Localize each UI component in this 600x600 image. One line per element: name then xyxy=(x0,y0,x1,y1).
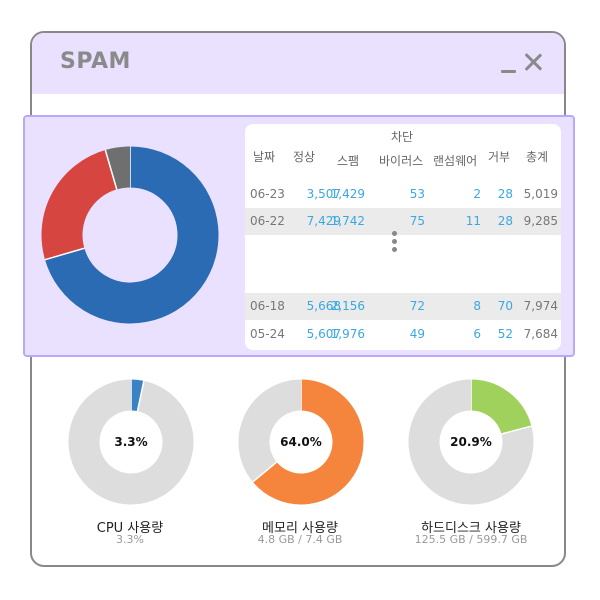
cpu-donut-chart: 3.3% xyxy=(68,379,194,505)
disk-gauge-label: 하드디스크 사용량 xyxy=(421,521,521,536)
table-row: 05-24 5,607 1,976 49 6 52 7,684 xyxy=(245,321,561,348)
spam-summary-panel: 날짜 정상 차단 스팸 바이러스 랜섬웨어 거부 총계 06-23 3,507 … xyxy=(23,115,575,357)
memory-gauge-label: 메모리 사용량 xyxy=(262,521,338,536)
cell-spam: 2,156 xyxy=(330,299,365,313)
table-row: 06-22 7,429 1,742 75 11 28 9,285 xyxy=(245,208,561,235)
cell-total: 7,974 xyxy=(523,299,558,313)
donut-slice-1 xyxy=(68,379,194,505)
slice-separator-1 xyxy=(44,247,85,261)
cell-ransomware: 11 xyxy=(465,214,481,228)
donut-slice-1 xyxy=(238,379,302,482)
donut-slice-0 xyxy=(45,146,219,324)
disk-percent-label: 20.9% xyxy=(450,435,492,449)
header-block: 차단 xyxy=(391,130,414,144)
disk-gauge-value: 125.5 GB / 599.7 GB xyxy=(414,533,528,546)
header-normal: 정상 xyxy=(293,150,316,164)
slice-separator-2 xyxy=(104,149,118,190)
disk-donut-chart: 20.9% xyxy=(408,379,534,505)
memory-donut-chart: 64.0% xyxy=(238,379,364,505)
table-row: 06-18 5,668 2,156 72 8 70 7,974 xyxy=(245,293,561,320)
cell-date: 06-22 xyxy=(250,214,285,228)
header-ransomware: 랜섬웨어 xyxy=(433,154,478,168)
donut-slice-0 xyxy=(470,379,532,435)
cell-reject: 52 xyxy=(497,327,513,341)
donut-slice-0 xyxy=(252,379,364,505)
cell-normal: 5,607 xyxy=(306,327,341,341)
cell-date: 06-18 xyxy=(250,299,285,313)
cpu-gauge-value: 3.3% xyxy=(116,533,144,546)
title-bar: SPAM xyxy=(32,33,564,94)
cell-total: 5,019 xyxy=(523,187,558,201)
cell-normal: 3,507 xyxy=(306,187,341,201)
donut-slice-1 xyxy=(408,379,534,505)
header-virus: 바이러스 xyxy=(379,154,424,168)
cell-total: 9,285 xyxy=(523,214,558,228)
vertical-ellipsis-icon xyxy=(392,231,398,253)
cell-virus: 53 xyxy=(409,187,425,201)
cpu-percent-label: 3.3% xyxy=(114,435,147,449)
cell-ransomware: 6 xyxy=(473,327,481,341)
cell-virus: 75 xyxy=(409,214,425,228)
window-title: SPAM xyxy=(60,49,131,74)
cell-virus: 49 xyxy=(409,327,425,341)
cell-virus: 72 xyxy=(409,299,425,313)
memory-percent-label: 64.0% xyxy=(280,435,322,449)
header-total: 총계 xyxy=(526,150,549,164)
close-icon[interactable] xyxy=(524,53,542,71)
cell-normal: 7,429 xyxy=(306,214,341,228)
slice-separator-1 xyxy=(136,380,145,412)
disk-gauge: 20.9% xyxy=(408,379,534,505)
header-date: 날짜 xyxy=(253,150,276,164)
spam-donut-chart xyxy=(41,146,219,324)
cell-ransomware: 2 xyxy=(473,187,481,201)
cell-total: 7,684 xyxy=(523,327,558,341)
cell-normal: 5,668 xyxy=(306,299,341,313)
cell-reject: 70 xyxy=(497,299,513,313)
donut-slice-1 xyxy=(41,150,118,260)
donut-slice-2 xyxy=(105,146,131,190)
cell-ransomware: 8 xyxy=(473,299,481,313)
table-row: 06-23 3,507 1,429 53 2 28 5,019 xyxy=(245,181,561,208)
memory-gauge: 64.0% xyxy=(238,379,364,505)
cell-spam: 1,429 xyxy=(330,187,365,201)
cpu-gauge: 3.3% xyxy=(68,379,194,505)
minimize-icon[interactable] xyxy=(500,51,518,73)
memory-gauge-value: 4.8 GB / 7.4 GB xyxy=(257,533,343,546)
cell-reject: 28 xyxy=(497,214,513,228)
cell-date: 05-24 xyxy=(250,327,285,341)
cell-reject: 28 xyxy=(497,187,513,201)
cell-date: 06-23 xyxy=(250,187,285,201)
header-spam: 스팸 xyxy=(337,154,360,168)
slice-separator-1 xyxy=(252,461,278,483)
donut-slice-0 xyxy=(130,379,144,412)
cpu-gauge-label: CPU 사용량 xyxy=(96,521,164,536)
slice-separator-1 xyxy=(501,425,532,435)
cell-spam: 1,742 xyxy=(330,214,365,228)
spam-stats-table: 날짜 정상 차단 스팸 바이러스 랜섬웨어 거부 총계 06-23 3,507 … xyxy=(245,124,561,350)
cell-spam: 1,976 xyxy=(330,327,365,341)
header-reject: 거부 xyxy=(488,150,511,164)
